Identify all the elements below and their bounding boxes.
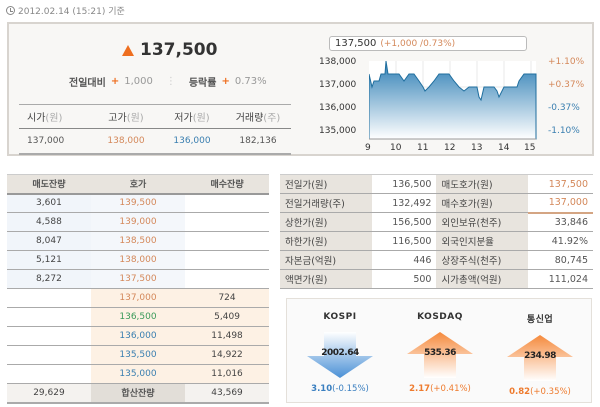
x-tick: 9: [365, 143, 371, 153]
up-triangle-icon: [122, 44, 134, 56]
bid-row: 136,000 11,498: [7, 326, 269, 346]
timestamp: 2012.02.14 (15:21) 기준: [6, 4, 125, 17]
total-buy: 43,569: [185, 383, 269, 404]
down-arrow-icon: 2002.64: [307, 332, 373, 378]
ask-row: 8,047 138,500: [7, 231, 269, 251]
x-tick: 11: [417, 143, 429, 153]
chart-header: 137,500 (+1,000 /0.73%): [329, 36, 527, 51]
plus-icon: +: [221, 76, 230, 87]
y-tick: 136,000: [319, 103, 357, 113]
plus-icon: +: [110, 76, 120, 87]
info-row: 전일가(원) 136,500 매도호가(원) 137,500: [280, 174, 593, 194]
ask-row: 5,121 138,000: [7, 250, 269, 270]
y-tick: 135,000: [319, 126, 357, 136]
ohlc-header-low: 저가(원): [174, 113, 210, 124]
ohlc-header-high: 고가(원): [108, 113, 144, 124]
price-value: 137,500: [140, 40, 218, 60]
x-tick: 15: [524, 143, 536, 153]
total-sell: 29,629: [7, 383, 91, 404]
timestamp-text: 2012.02.14 (15:21) 기준: [18, 7, 125, 17]
x-tick: 13: [471, 143, 483, 153]
ohlc-header-volume: 거래량(주): [235, 113, 281, 124]
info-row: 자본금(억원) 446 상장주식(천주) 80,745: [280, 250, 593, 270]
info-row: 하한가(원) 116,500 외국인지분율 41.92%: [280, 231, 593, 251]
y-tick: 138,000: [319, 57, 357, 67]
ask-row: 8,272 137,500: [7, 269, 269, 289]
x-tick: 12: [444, 143, 456, 153]
current-price: 137,500: [122, 40, 217, 60]
total-label: 합산잔량: [90, 383, 186, 404]
header-price: 호가: [90, 174, 186, 195]
header-sell-volume: 매도잔량: [7, 174, 91, 195]
orderbook: 매도잔량 호가 매수잔량 3,601 139,500 4,588 139,000 8…: [7, 174, 269, 404]
chart-plot: [369, 61, 537, 140]
ohlc-header: 시가(원) 고가(원) 저가(원) 거래량(주): [19, 105, 291, 129]
x-tick: 10: [390, 143, 402, 153]
ohlc-table: 시가(원) 고가(원) 저가(원) 거래량(주) 137,000 138,000…: [19, 104, 291, 155]
change-row: 전일대비 + 1,000 ⋮ 등락률 + 0.73%: [69, 74, 267, 89]
bid-row: 137,000 724: [7, 288, 269, 308]
change-value: 1,000: [124, 76, 153, 87]
divider: ⋮: [165, 76, 176, 87]
ohlc-header-open: 시가(원): [27, 113, 63, 124]
index-telecom[interactable]: 통신업 234.98 0.82(+0.35%): [495, 299, 585, 397]
volume-value: 182,136: [239, 136, 277, 146]
market-indices: KOSPI 2002.64 3.10(-0.15%) KOSDAQ 535.36…: [286, 298, 592, 403]
y-right-tick: -1.10%: [548, 126, 580, 136]
x-tick: 14: [498, 143, 510, 153]
rate-label: 등락률: [188, 78, 217, 89]
y-right-tick: +0.37%: [548, 80, 585, 90]
up-arrow-icon: 535.36: [407, 332, 473, 378]
info-row: 액면가(원) 500 시가총액(억원) 111,024: [280, 269, 593, 289]
index-kosdaq[interactable]: KOSDAQ 535.36 2.17(+0.41%): [395, 299, 485, 394]
total-row: 29,629 합산잔량 43,569: [7, 383, 269, 404]
header-buy-volume: 매수잔량: [185, 174, 269, 195]
bid-row: 136,500 5,409: [7, 307, 269, 327]
rate-value: 0.73%: [234, 76, 267, 87]
info-row: 상한가(원) 156,500 외인보유(천주) 33,846: [280, 212, 593, 232]
summary-panel: 137,500 전일대비 + 1,000 ⋮ 등락률 + 0.73% 시가(원)…: [7, 22, 594, 156]
up-arrow-icon: 234.98: [507, 335, 573, 381]
ask-row: 3,601 139,500: [7, 193, 269, 213]
open-value: 137,000: [27, 136, 65, 146]
high-value: 138,000: [107, 136, 145, 146]
bid-row: 135,500 14,922: [7, 345, 269, 365]
ask-row: 4,588 139,000: [7, 212, 269, 232]
y-right-tick: +1.10%: [548, 57, 585, 67]
orderbook-header: 매도잔량 호가 매수잔량: [7, 174, 269, 195]
info-row: 전일거래량(주) 132,492 매수호가(원) 137,000: [280, 193, 593, 214]
change-label: 전일대비: [69, 78, 106, 89]
bid-row: 135,000 11,016: [7, 364, 269, 384]
y-right-tick: -0.37%: [548, 103, 580, 113]
intraday-chart: 137,500 (+1,000 /0.73%) 138,000 137,000 1…: [319, 36, 589, 154]
stock-info-table: 전일가(원) 136,500 매도호가(원) 137,500 전일거래량(주) 132,…: [280, 174, 593, 289]
ohlc-values: 137,000 138,000 136,000 182,136: [19, 129, 291, 153]
y-tick: 137,000: [319, 80, 357, 90]
clock-icon: [6, 6, 15, 15]
low-value: 136,000: [173, 136, 211, 146]
index-kospi[interactable]: KOSPI 2002.64 3.10(-0.15%): [295, 299, 385, 394]
